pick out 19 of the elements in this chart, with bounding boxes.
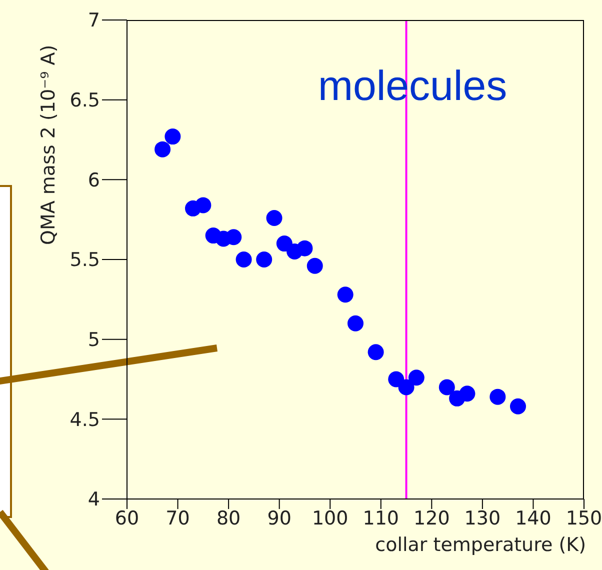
x-tick-label: 80 [216, 507, 241, 530]
y-tick-label: 5.5 [70, 249, 100, 272]
x-tick-label: 150 [566, 507, 602, 530]
y-tick-label: 4 [88, 488, 100, 511]
x-axis-title: collar temperature (K) [375, 534, 586, 556]
x-tick-label: 60 [114, 507, 140, 530]
x-tick-label: 120 [414, 507, 450, 530]
y-tick-label: 6.5 [70, 90, 100, 112]
y-tick-label: 4.5 [70, 408, 100, 431]
y-axis-title: QMA mass 2 (10⁻⁹ A) [37, 44, 60, 245]
x-tick-label: 140 [515, 507, 552, 530]
y-tick-label: 7 [88, 10, 100, 32]
x-tick-label: 70 [166, 507, 190, 530]
y-tick-label: 5 [88, 329, 100, 352]
x-tick-label: 100 [312, 507, 348, 530]
x-tick-label: 130 [464, 507, 501, 530]
x-tick-label: 110 [362, 507, 400, 530]
y-tick-label: 6 [88, 169, 100, 192]
x-tick-label: 90 [267, 507, 292, 530]
